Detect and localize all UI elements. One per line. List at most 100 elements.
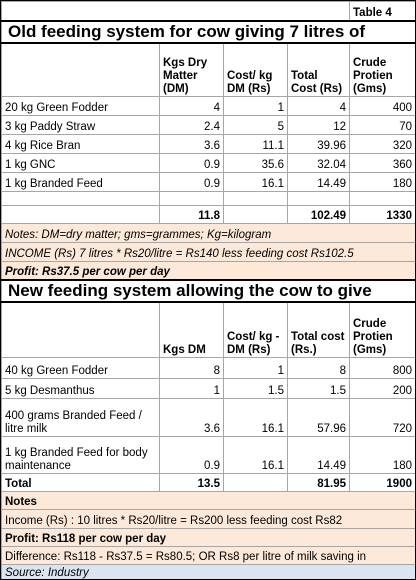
table-row: Profit: Rs37.5 per cow per day bbox=[1, 261, 415, 280]
value-cell: 11.1 bbox=[223, 134, 288, 154]
difference: Difference: Rs118 - Rs37.5 = Rs80.5; OR … bbox=[1, 546, 415, 565]
value-cell: 360 bbox=[349, 153, 415, 173]
total-label: Total bbox=[1, 473, 160, 492]
table-row: Old feeding system for cow giving 7 litr… bbox=[1, 19, 415, 44]
header-cell bbox=[1, 301, 160, 358]
header-cell: Cost/ kg DM (Rs) bbox=[223, 42, 288, 97]
item-cell: 3 kg Paddy Straw bbox=[1, 115, 160, 135]
header-cell: Total Cost (Rs) bbox=[287, 42, 350, 97]
table-row: Kgs Dry Matter (DM) Cost/ kg DM (Rs) Total… bbox=[1, 42, 415, 97]
value-cell: 5 bbox=[223, 115, 288, 135]
value-cell: 4 bbox=[287, 96, 350, 116]
table-row: Total 13.5 81.95 1900 bbox=[1, 473, 415, 492]
notes: Notes: DM=dry matter; gms=grammes; Kg=ki… bbox=[1, 223, 415, 243]
item-cell: 1 kg Branded Feed bbox=[1, 172, 160, 192]
table-row: 1 kg Branded Feed for body maintenance 0.… bbox=[1, 436, 415, 474]
value-cell: 3.6 bbox=[159, 398, 224, 437]
table-row: New feeding system allowing the cow to g… bbox=[1, 278, 415, 303]
header-cell: Cost/ kg - DM (Rs) bbox=[223, 301, 288, 358]
income: Income (Rs) : 10 litres * Rs20/litre = R… bbox=[1, 509, 415, 529]
value-cell: 400 bbox=[349, 96, 415, 116]
item-cell: 1 kg GNC bbox=[1, 153, 160, 173]
value-cell: 200 bbox=[349, 378, 415, 399]
table-row: Kgs DM Cost/ kg - DM (Rs) Total cost (Rs.)… bbox=[1, 301, 415, 358]
header-cell: Crude Protien (Gms) bbox=[349, 42, 415, 97]
profit: Profit: Rs37.5 per cow per day bbox=[1, 261, 415, 280]
table-row: 400 grams Branded Feed / litre milk 3.6 16… bbox=[1, 398, 415, 437]
source: Source: Industry bbox=[1, 564, 415, 579]
header-cell: Kgs Dry Matter (DM) bbox=[159, 42, 224, 97]
item-cell: 4 kg Rice Bran bbox=[1, 134, 160, 154]
value-cell: 0.9 bbox=[159, 153, 224, 173]
empty-cell bbox=[287, 191, 350, 206]
item-cell: 5 kg Desmanthus bbox=[1, 378, 160, 399]
value-cell: 0.9 bbox=[159, 436, 224, 474]
empty-cell bbox=[1, 191, 160, 206]
value-cell: 57.96 bbox=[287, 398, 350, 437]
total-cell: 81.95 bbox=[287, 473, 350, 492]
header-cell bbox=[1, 42, 160, 97]
header-cell: Crude Protien (Gms) bbox=[349, 301, 415, 358]
table-row: Income (Rs) : 10 litres * Rs20/litre = R… bbox=[1, 509, 415, 529]
value-cell: 8 bbox=[287, 357, 350, 379]
value-cell: 180 bbox=[349, 436, 415, 474]
value-cell: 4 bbox=[159, 96, 224, 116]
value-cell: 14.49 bbox=[287, 172, 350, 192]
value-cell: 32.04 bbox=[287, 153, 350, 173]
spacer bbox=[1, 1, 350, 21]
item-cell: 20 kg Green Fodder bbox=[1, 96, 160, 116]
item-cell: 400 grams Branded Feed / litre milk bbox=[1, 398, 160, 437]
table-row: 3 kg Paddy Straw 2.4 5 12 70 bbox=[1, 115, 415, 135]
table-row: 1 kg Branded Feed 0.9 16.1 14.49 180 bbox=[1, 172, 415, 192]
table-row: 4 kg Rice Bran 3.6 11.1 39.96 320 bbox=[1, 134, 415, 154]
header-cell: Kgs DM bbox=[159, 301, 224, 358]
value-cell: 14.49 bbox=[287, 436, 350, 474]
table-row: 20 kg Green Fodder 4 1 4 400 bbox=[1, 96, 415, 116]
value-cell: 720 bbox=[349, 398, 415, 437]
table-row: 1 kg GNC 0.9 35.6 32.04 360 bbox=[1, 153, 415, 173]
table-row: 11.8 102.49 1330 bbox=[1, 205, 415, 224]
value-cell: 12 bbox=[287, 115, 350, 135]
table-row: 5 kg Desmanthus 1 1.5 1.5 200 bbox=[1, 378, 415, 399]
empty-cell bbox=[159, 191, 224, 206]
item-cell: 40 kg Green Fodder bbox=[1, 357, 160, 379]
value-cell: 16.1 bbox=[223, 398, 288, 437]
table-row: Table 4 bbox=[1, 1, 415, 21]
value-cell: 320 bbox=[349, 134, 415, 154]
table-row: Difference: Rs118 - Rs37.5 = Rs80.5; OR … bbox=[1, 546, 415, 565]
value-cell: 1 bbox=[223, 357, 288, 379]
value-cell: 35.6 bbox=[223, 153, 288, 173]
notes: Notes bbox=[1, 491, 415, 510]
value-cell: 1.5 bbox=[223, 378, 288, 399]
table-row: Notes: DM=dry matter; gms=grammes; Kg=ki… bbox=[1, 223, 415, 243]
value-cell: 180 bbox=[349, 172, 415, 192]
profit: Profit: Rs118 per cow per day bbox=[1, 528, 415, 547]
value-cell: 70 bbox=[349, 115, 415, 135]
table-row bbox=[1, 191, 415, 206]
table-row: Profit: Rs118 per cow per day bbox=[1, 528, 415, 547]
value-cell: 3.6 bbox=[159, 134, 224, 154]
empty-cell bbox=[223, 191, 288, 206]
total-cell: 1330 bbox=[349, 205, 415, 224]
table-row: Source: Industry bbox=[1, 564, 415, 579]
value-cell: 0.9 bbox=[159, 172, 224, 192]
total-label bbox=[1, 205, 160, 224]
total-cell: 102.49 bbox=[287, 205, 350, 224]
total-cell: 13.5 bbox=[159, 473, 224, 492]
value-cell: 1.5 bbox=[287, 378, 350, 399]
table-label: Table 4 bbox=[349, 1, 415, 21]
value-cell: 39.96 bbox=[287, 134, 350, 154]
income: INCOME (Rs) 7 litres * Rs20/litre = Rs14… bbox=[1, 242, 415, 262]
total-cell bbox=[223, 205, 288, 224]
table-row: Notes bbox=[1, 491, 415, 510]
value-cell: 1 bbox=[159, 378, 224, 399]
section-title: New feeding system allowing the cow to g… bbox=[1, 278, 415, 303]
total-cell bbox=[223, 473, 288, 492]
value-cell: 16.1 bbox=[223, 172, 288, 192]
table-row: 40 kg Green Fodder 8 1 8 800 bbox=[1, 357, 415, 379]
value-cell: 2.4 bbox=[159, 115, 224, 135]
total-cell: 11.8 bbox=[159, 205, 224, 224]
empty-cell bbox=[349, 191, 415, 206]
